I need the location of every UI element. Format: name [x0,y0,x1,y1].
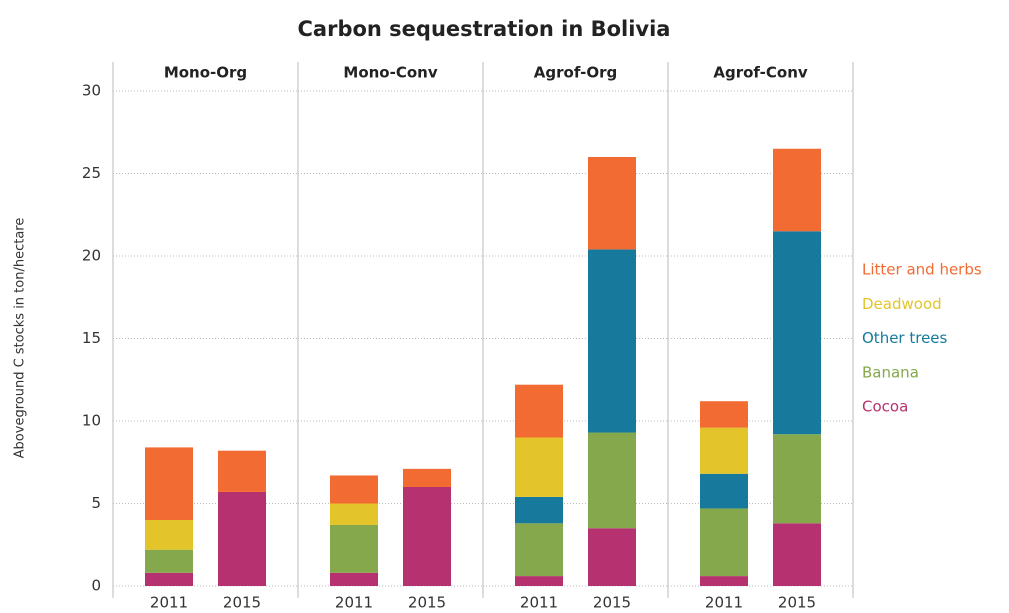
x-tick-label: 2011 [150,594,188,612]
bar-segment [588,157,636,250]
chart-title: Carbon sequestration in Bolivia [298,17,671,41]
y-tick-label: 25 [82,164,101,182]
bar-segment [515,437,563,497]
legend-entry: Other trees [862,329,948,347]
bar-segment [515,576,563,586]
legend-entry: Deadwood [862,295,942,313]
bar-segment [773,523,821,586]
facet-title: Agrof-Org [534,64,617,82]
x-tick-label: 2011 [520,594,558,612]
bar-segment [700,473,748,509]
bar-segment [218,491,266,586]
x-tick-label: 2015 [223,594,261,612]
y-axis-label: Aboveground C stocks in ton/hectare [13,218,28,459]
y-tick-label: 5 [91,494,101,512]
bar-segment [145,447,193,520]
x-tick-label: 2011 [705,594,743,612]
bar-segment [330,503,378,525]
bar-segment [515,496,563,524]
bar-segment [773,148,821,232]
bar-segment [515,384,563,438]
legend-entry: Litter and herbs [862,261,982,279]
bar-segment [403,468,451,487]
facet-title: Mono-Conv [343,64,437,82]
bar-segment [700,508,748,577]
bar-segment [330,572,378,586]
bar-segment [700,401,748,428]
bar-segment [218,450,266,492]
y-tick-label: 30 [82,82,101,100]
bar-segment [145,520,193,550]
bar-segment [588,432,636,529]
x-tick-label: 2015 [408,594,446,612]
x-tick-label: 2011 [335,594,373,612]
y-tick-label: 10 [82,412,101,430]
bar-segment [515,523,563,577]
bar-segment [145,572,193,586]
bar-segment [588,249,636,433]
bar-segment [773,434,821,524]
y-tick-label: 0 [91,577,101,595]
bar-segment [330,524,378,573]
x-tick-label: 2015 [593,594,631,612]
bar-segment [403,487,451,586]
bar-segment [588,528,636,586]
legend-entry: Cocoa [862,398,908,416]
y-tick-label: 15 [82,329,101,347]
facet-title: Mono-Org [164,64,247,82]
facet-title: Agrof-Conv [713,64,808,82]
y-tick-label: 20 [82,247,101,265]
bar-segment [773,231,821,435]
bar-segment [700,427,748,474]
bar-segment [145,549,193,573]
bar-segment [700,576,748,586]
bar-segment [330,475,378,504]
legend-entry: Banana [862,363,919,381]
x-tick-label: 2015 [778,594,816,612]
